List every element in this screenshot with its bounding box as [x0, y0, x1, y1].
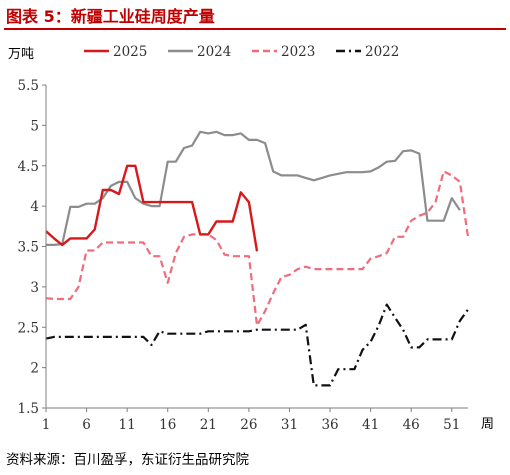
x-tick-label: 51 — [443, 417, 460, 433]
series-line-2024 — [46, 130, 461, 246]
x-tick-label: 31 — [281, 417, 298, 433]
y-tick-label: 5.5 — [18, 78, 39, 94]
x-tick-label: 21 — [200, 417, 217, 433]
y-tick-label: 5 — [30, 118, 39, 134]
legend-label-2024: 2024 — [197, 44, 231, 60]
x-tick-label: 16 — [159, 417, 176, 433]
x-axis-unit-label: 周 — [481, 417, 494, 432]
y-tick-label: 2 — [30, 361, 39, 377]
y-tick-label: 4 — [30, 199, 39, 215]
y-tick-label: 2.5 — [18, 320, 39, 336]
x-tick-label: 1 — [42, 417, 51, 433]
y-tick-label: 1.5 — [18, 401, 39, 417]
x-tick-label: 11 — [119, 417, 136, 433]
x-tick-label: 26 — [240, 417, 257, 433]
x-tick-label: 46 — [403, 417, 420, 433]
y-tick-label: 3.5 — [18, 240, 39, 256]
legend: 2025 2024 2023 2022 — [84, 44, 399, 60]
series-line-2025 — [45, 164, 259, 252]
source-note: 资料来源：百川盈孚，东证衍生品研究院 — [6, 452, 249, 468]
x-tick-label: 36 — [321, 417, 338, 433]
x-tick-label: 6 — [82, 417, 91, 433]
series-group — [45, 130, 470, 387]
legend-label-2023: 2023 — [281, 44, 315, 60]
y-tick-label: 4.5 — [18, 159, 39, 175]
x-axis: 1 6 11 16 21 26 31 36 41 46 51 — [42, 408, 460, 433]
series-line-2023 — [45, 170, 470, 327]
x-tick-label: 41 — [362, 417, 379, 433]
legend-label-2025: 2025 — [113, 44, 147, 60]
y-axis: 1.5 2 2.5 3 3.5 4 4.5 5 5.5 — [18, 78, 46, 417]
title-rule — [4, 28, 506, 30]
y-axis-unit-label: 万吨 — [8, 47, 34, 62]
series-line-2022 — [45, 303, 469, 387]
y-tick-label: 3 — [30, 280, 39, 296]
legend-label-2022: 2022 — [365, 44, 399, 60]
figure-title: 图表 5：新疆工业硅周度产量 — [6, 7, 215, 26]
